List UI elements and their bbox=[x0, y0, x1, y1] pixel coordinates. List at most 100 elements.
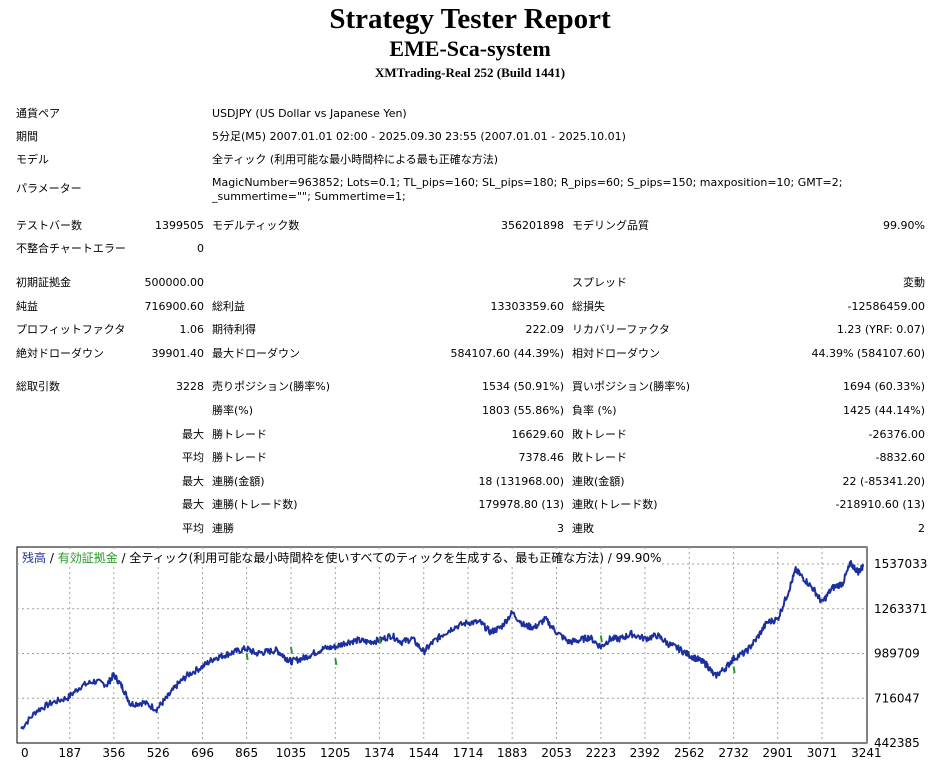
avg-cons-win-label: 連勝 bbox=[212, 522, 234, 535]
equity-dip bbox=[334, 658, 338, 666]
balance-line bbox=[20, 560, 864, 730]
equity-dip bbox=[732, 666, 736, 674]
expected-value: 222.09 bbox=[525, 323, 565, 336]
gross-loss-label: 総損失 bbox=[572, 300, 605, 313]
quality-value: 99.90% bbox=[883, 219, 925, 232]
largest-win-label: 勝トレード bbox=[212, 428, 267, 441]
x-tick-label: 187 bbox=[58, 746, 81, 760]
mismatch-value: 0 bbox=[197, 242, 204, 255]
avg-cons-win-value: 3 bbox=[557, 522, 564, 535]
symbol-value: USDJPY (US Dollar vs Japanese Yen) bbox=[212, 107, 407, 120]
average-prefix: 平均 bbox=[182, 451, 204, 464]
pf-value: 1.06 bbox=[179, 323, 205, 336]
balance-chart-svg: 442385 716047 989709 1263371 1537033 0 187 356 5… bbox=[16, 546, 927, 760]
max-cons-loss-value: 22 (-85341.20) bbox=[842, 475, 925, 488]
gross-profit-value: 13303359.60 bbox=[490, 300, 564, 313]
largest-prefix: 最大 bbox=[182, 428, 204, 441]
win-rate-value: 1803 (55.86%) bbox=[481, 404, 564, 417]
x-tick-label: 1205 bbox=[320, 746, 351, 760]
x-tick-label: 2392 bbox=[630, 746, 661, 760]
legend-separator: / bbox=[46, 551, 58, 565]
params-label: パラメーター bbox=[16, 182, 82, 195]
x-tick-label: 2562 bbox=[674, 746, 705, 760]
gross-profit-label: 総利益 bbox=[212, 300, 245, 313]
net-label: 純益 bbox=[16, 300, 38, 313]
y-tick-label: 1263371 bbox=[874, 602, 927, 616]
avg-cons-loss-label: 連敗 bbox=[572, 522, 594, 535]
max-cons-profit-label: 連勝(トレード数) bbox=[212, 498, 298, 511]
plot-frame bbox=[16, 546, 868, 744]
y-tick-label: 989709 bbox=[874, 647, 920, 661]
x-tick-label: 865 bbox=[235, 746, 258, 760]
largest-win-value: 16629.60 bbox=[511, 428, 565, 441]
ticks-label: モデルティック数 bbox=[212, 219, 300, 232]
max-cons-lossamt-label: 連敗(トレード数) bbox=[572, 498, 658, 511]
gross-loss-value: -12586459.00 bbox=[847, 300, 925, 313]
x-tick-label: 2732 bbox=[718, 746, 749, 760]
bars-value: 1399505 bbox=[155, 219, 204, 232]
x-tick-label: 1714 bbox=[453, 746, 484, 760]
net-value: 716900.60 bbox=[144, 300, 205, 313]
spread-label: スプレッド bbox=[572, 276, 627, 289]
largest-loss-value: -26376.00 bbox=[868, 428, 925, 441]
abs-dd-value: 39901.40 bbox=[151, 347, 205, 360]
loss-rate-value: 1425 (44.14%) bbox=[842, 404, 925, 417]
period-value: 5分足(M5) 2007.01.01 02:00 - 2025.09.30 23… bbox=[212, 130, 626, 143]
mismatch-label: 不整合チャートエラー bbox=[16, 242, 126, 255]
rel-dd-label: 相対ドローダウン bbox=[572, 347, 660, 360]
max-dd-value: 584107.60 (44.39%) bbox=[450, 347, 564, 360]
model-label: モデル bbox=[16, 153, 49, 166]
max-cons-win-label: 連勝(金額) bbox=[212, 475, 265, 488]
equity-dip bbox=[289, 646, 293, 654]
recovery-label: リカバリーファクタ bbox=[572, 323, 670, 336]
legend-description: / 全ティック(利用可能な最小時間枠を使いすべてのティックを生成する、最も正確な… bbox=[117, 551, 662, 565]
x-tick-label: 2223 bbox=[586, 746, 617, 760]
max-cons-prefix: 最大 bbox=[182, 475, 204, 488]
model-value: 全ティック (利用可能な最小時間枠による最も正確な方法) bbox=[212, 153, 499, 166]
y-tick-label: 442385 bbox=[874, 736, 920, 750]
equity-dip bbox=[599, 635, 603, 643]
avg-cons-loss-value: 2 bbox=[918, 522, 925, 535]
bars-label: テストバー数 bbox=[16, 219, 82, 232]
x-tick-label: 3241 bbox=[851, 746, 882, 760]
x-tick-label: 2053 bbox=[541, 746, 572, 760]
y-tick-label: 716047 bbox=[874, 691, 920, 705]
max-cons-lossamt-value: -218910.60 (13) bbox=[835, 498, 925, 511]
ticks-value: 356201898 bbox=[501, 219, 564, 232]
max-cons-loss-label: 連敗(金額) bbox=[572, 475, 625, 488]
server-info: XMTrading-Real 252 (Build 1441) bbox=[374, 65, 566, 80]
x-tick-label: 696 bbox=[191, 746, 214, 760]
legend-balance: 残高 bbox=[22, 551, 47, 565]
win-rate-label: 勝率(%) bbox=[212, 404, 254, 417]
short-value: 1534 (50.91%) bbox=[481, 380, 564, 393]
equity-dip bbox=[378, 636, 382, 644]
trades-value: 3228 bbox=[176, 380, 204, 393]
loss-rate-label: 負率 (%) bbox=[572, 404, 617, 417]
avg-loss-label: 敗トレード bbox=[572, 451, 627, 464]
x-tick-label: 1883 bbox=[497, 746, 528, 760]
abs-dd-label: 絶対ドローダウン bbox=[16, 347, 104, 360]
recovery-value: 1.23 (YRF: 0.07) bbox=[836, 323, 925, 336]
x-tick-label: 2901 bbox=[762, 746, 793, 760]
short-label: 売りポジション(勝率%) bbox=[212, 380, 331, 393]
avg-win-label: 勝トレード bbox=[212, 451, 267, 464]
avg-loss-value: -8832.60 bbox=[875, 451, 925, 464]
max-cons-amt-prefix: 最大 bbox=[182, 498, 204, 511]
report-title: Strategy Tester Report bbox=[329, 3, 611, 35]
long-label: 買いポジション(勝率%) bbox=[572, 380, 691, 393]
balance-chart: 442385 716047 989709 1263371 1537033 0 187 356 5… bbox=[16, 546, 940, 761]
avg-cons-prefix: 平均 bbox=[182, 522, 204, 535]
max-dd-label: 最大ドローダウン bbox=[212, 347, 300, 360]
deposit-label: 初期証拠金 bbox=[16, 276, 71, 289]
y-tick-label: 1537033 bbox=[874, 557, 927, 571]
pf-label: プロフィットファクタ bbox=[16, 323, 126, 336]
max-cons-win-value: 18 (131968.00) bbox=[478, 475, 564, 488]
equity-dip bbox=[245, 653, 249, 661]
x-tick-label: 1544 bbox=[408, 746, 439, 760]
x-tick-label: 0 bbox=[21, 746, 29, 760]
avg-win-value: 7378.46 bbox=[518, 451, 565, 464]
long-value: 1694 (60.33%) bbox=[842, 380, 925, 393]
max-cons-profit-value: 179978.80 (13) bbox=[478, 498, 564, 511]
symbol-label: 通貨ペア bbox=[16, 107, 60, 120]
x-tick-label: 356 bbox=[102, 746, 125, 760]
